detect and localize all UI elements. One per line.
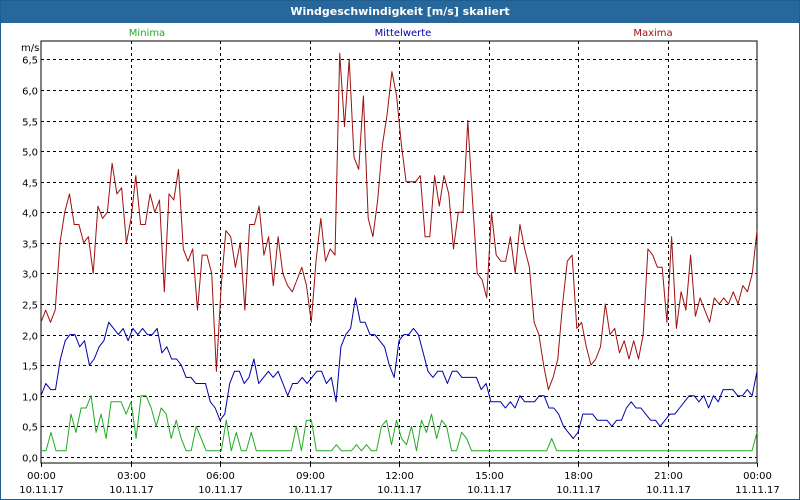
x-tick-date: 10.11.17 <box>377 485 422 496</box>
y-tick-label: 3,5 <box>22 240 38 251</box>
y-tick-label: 5,5 <box>22 118 38 129</box>
legend-mittel: Mittelwerte <box>375 28 432 39</box>
legend-maxima: Maxima <box>633 28 672 39</box>
x-tick-time: 12:00 <box>385 471 414 482</box>
window-title: Windgeschwindigkeit [m/s] skaliert <box>1 1 799 23</box>
series-line-maxima <box>40 52 758 391</box>
x-tick-date: 10.11.17 <box>198 485 243 496</box>
x-tick-time: 00:00 <box>743 471 772 482</box>
x-tick-date: 10.11.17 <box>19 485 64 496</box>
y-tick-label: 5,0 <box>22 148 38 159</box>
series <box>40 52 758 452</box>
x-tick-time: 15:00 <box>475 471 504 482</box>
legend-minima: Minima <box>129 28 165 39</box>
x-tick-time: 21:00 <box>654 471 683 482</box>
x-tick-time: 18:00 <box>564 471 593 482</box>
y-tick-label: 3,0 <box>22 270 38 281</box>
series-line-minima <box>41 395 758 452</box>
series-line-mittel <box>40 297 758 439</box>
x-tick-time: 06:00 <box>206 471 235 482</box>
grid <box>41 41 757 463</box>
chart-area: 0,0 0,5 1,0 1,5 2,0 2,5 3,0 3,5 4,0 4,5 5,0 5,5 6,0 6… <box>19 28 780 496</box>
y-tick-label: 1,5 <box>22 362 38 373</box>
x-tick-date: 10.11.17 <box>646 485 691 496</box>
y-tick-label: 1,0 <box>22 393 38 404</box>
x-tick-date: 10.11.17 <box>109 485 154 496</box>
x-tick-time: 09:00 <box>296 471 325 482</box>
x-tick-date: 10.11.17 <box>288 485 333 496</box>
axes: 0,0 0,5 1,0 1,5 2,0 2,5 3,0 3,5 4,0 4,5 5,0 5,5 6,0 6… <box>19 40 780 496</box>
y-tick-label: 4,0 <box>22 209 38 220</box>
y-tick-label: 6,5 <box>22 56 38 67</box>
y-tick-label: 2,0 <box>22 332 38 343</box>
x-tick-date: 11.11.17 <box>735 485 780 496</box>
y-tick-label: 4,5 <box>22 179 38 190</box>
x-tick-time: 00:00 <box>27 471 56 482</box>
legend: Minima Mittelwerte Maxima <box>129 28 673 39</box>
y-tick-label: 0,0 <box>22 454 38 465</box>
x-tick-date: 10.11.17 <box>556 485 601 496</box>
y-tick-label: 2,5 <box>22 301 38 312</box>
x-tick-time: 03:00 <box>117 471 146 482</box>
y-tick-label: 0,5 <box>22 423 38 434</box>
y-axis-label: m/s <box>21 43 39 54</box>
x-tick-date: 10.11.17 <box>467 485 512 496</box>
y-tick-label: 6,0 <box>22 87 38 98</box>
